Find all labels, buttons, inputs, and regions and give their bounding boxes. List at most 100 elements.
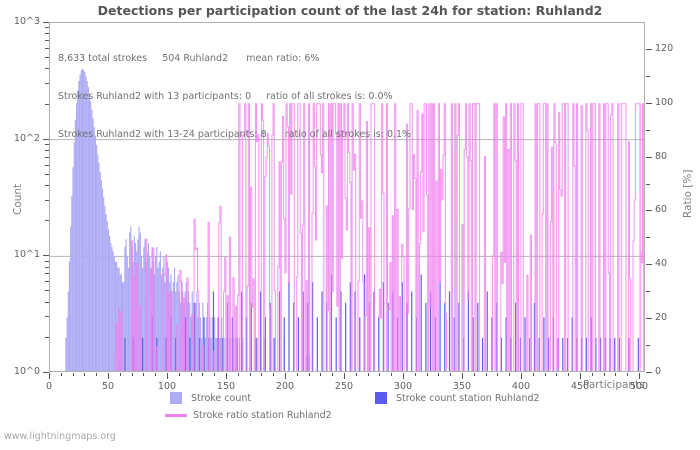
axis-tick-label: 300 (393, 381, 413, 392)
axis-tick (191, 373, 192, 376)
axis-tick (45, 267, 49, 268)
axis-tick-label: 250 (334, 381, 354, 392)
axis-tick (646, 237, 650, 238)
axis-tick (320, 373, 321, 376)
axis-tick (497, 373, 498, 376)
axis-tick (45, 83, 49, 84)
axis-tick (615, 373, 616, 376)
axis-tick (45, 174, 49, 175)
axis-tick (427, 373, 428, 376)
axis-tick (521, 373, 522, 379)
axis-tick (509, 373, 510, 376)
axis-tick (297, 373, 298, 376)
legend-label: Stroke count (191, 392, 252, 404)
axis-tick (285, 373, 286, 379)
axis-tick (568, 373, 569, 376)
axis-tick (250, 373, 251, 376)
axis-tick (226, 373, 227, 379)
summary-annotation: 8,633 total strokes 504 Ruhland2 mean ra… (58, 28, 618, 167)
axis-tick (646, 130, 650, 131)
axis-tick (627, 373, 628, 376)
axis-tick (533, 373, 534, 376)
annotation-line-2: Strokes Ruhland2 with 13 participants: 0… (58, 90, 393, 102)
axis-tick (639, 373, 640, 379)
axis-tick (45, 200, 49, 201)
axis-tick-label: 400 (511, 381, 531, 392)
axis-tick (309, 373, 310, 376)
y-axis-left-label: Count (12, 183, 24, 215)
axis-tick (45, 150, 49, 151)
axis-tick (45, 273, 49, 274)
axis-tick (556, 373, 557, 376)
axis-tick (108, 373, 109, 379)
axis-tick (646, 291, 650, 292)
axis-tick-label: 350 (452, 381, 472, 392)
axis-tick-label: 10^3 (13, 16, 40, 27)
page-title: Detections per participation count of th… (97, 3, 603, 18)
axis-tick (45, 27, 49, 28)
axis-tick (45, 316, 49, 317)
axis-tick-label: 50 (101, 381, 115, 392)
legend-item-station-count[interactable]: Stroke count station Ruhland2 (375, 392, 540, 404)
axis-tick-label: 450 (570, 381, 590, 392)
axis-tick (344, 373, 345, 379)
axis-tick (45, 40, 49, 41)
axis-tick (450, 373, 451, 376)
axis-tick (379, 373, 380, 376)
axis-tick (368, 373, 369, 376)
axis-tick (179, 373, 180, 376)
axis-tick (45, 220, 49, 221)
axis-tick (45, 68, 49, 69)
axis-tick (238, 373, 239, 376)
axis-tick-label: 10^1 (13, 249, 40, 260)
axis-tick (486, 373, 487, 376)
axis-tick-label: 100 (655, 97, 674, 108)
axis-tick-label: 500 (629, 381, 649, 392)
axis-tick (45, 165, 49, 166)
axis-tick (43, 22, 49, 23)
axis-tick (45, 57, 49, 58)
axis-tick-label: 0 (45, 381, 53, 392)
axis-tick (604, 373, 605, 376)
axis-tick (45, 104, 49, 105)
ratio-line-layer (114, 103, 644, 371)
annotation-line-3: Strokes Ruhland2 with 13-24 participants… (58, 128, 412, 140)
axis-tick (167, 373, 168, 379)
axis-tick (45, 144, 49, 145)
axis-tick (73, 373, 74, 376)
axis-tick (646, 345, 650, 346)
plot-area (49, 22, 645, 372)
axis-tick (646, 318, 652, 319)
axis-tick (143, 373, 144, 376)
x-axis-label: Participants (583, 379, 645, 391)
legend-item-station-ratio[interactable]: Stroke ratio station Ruhland2 (165, 410, 332, 421)
axis-tick (45, 290, 49, 291)
axis-tick (45, 185, 49, 186)
axis-tick (202, 373, 203, 376)
annotation-line-1: 8,633 total strokes 504 Ruhland2 mean ra… (58, 53, 320, 65)
watermark: www.lightningmaps.org (4, 431, 116, 442)
axis-tick (261, 373, 262, 376)
plot-canvas (50, 23, 644, 371)
legend-line-icon (165, 414, 187, 417)
axis-tick (45, 48, 49, 49)
bars-layer (65, 68, 639, 371)
axis-tick (84, 373, 85, 376)
y-axis-right-label: Ratio [%] (682, 169, 694, 218)
axis-tick-label: 60 (655, 204, 668, 215)
axis-tick (646, 184, 650, 185)
axis-tick-label: 150 (216, 381, 236, 392)
axis-tick (646, 372, 652, 373)
axis-tick (43, 372, 49, 373)
axis-tick-label: 10^2 (13, 133, 40, 144)
axis-tick (155, 373, 156, 376)
legend-swatch-icon (375, 392, 387, 404)
legend-item-stroke-count[interactable]: Stroke count (170, 392, 251, 404)
axis-tick (356, 373, 357, 376)
axis-tick (474, 373, 475, 376)
axis-tick-label: 200 (275, 381, 295, 392)
axis-tick (646, 157, 652, 158)
axis-tick (214, 373, 215, 376)
axis-tick (403, 373, 404, 379)
axis-tick (45, 302, 49, 303)
